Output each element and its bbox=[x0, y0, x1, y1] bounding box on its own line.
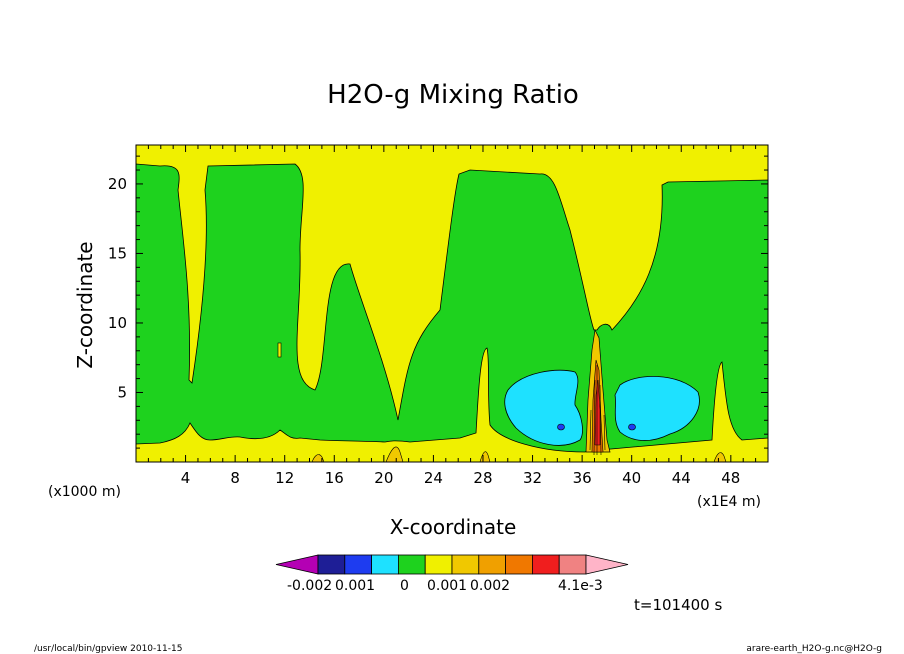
colorbar-box bbox=[558, 554, 587, 575]
colorbar-label-6: 4.1e-3 bbox=[558, 578, 603, 594]
contour-surface-bump-3 bbox=[713, 452, 727, 463]
colorbar-label-4: 0.001 bbox=[427, 578, 467, 594]
colorbar-box bbox=[532, 554, 560, 575]
x-tick-label: 8 bbox=[230, 469, 240, 487]
colorbar-box bbox=[344, 554, 372, 575]
colorbar-box bbox=[451, 554, 480, 575]
plot-frame bbox=[135, 144, 769, 463]
colorbar-box bbox=[317, 554, 346, 575]
contour-plume-lines bbox=[589, 365, 606, 456]
colorbar bbox=[275, 554, 629, 575]
y-tick-label: 20 bbox=[108, 175, 127, 193]
contour-surface-bump-4 bbox=[311, 454, 325, 463]
x-unit-left: (x1000 m) bbox=[48, 484, 121, 500]
x-tick-label: 44 bbox=[672, 469, 691, 487]
colorbar-box bbox=[371, 554, 399, 575]
x-axis-ticks: 4 8 12 16 20 24 28 32 36 40 44 48 bbox=[147, 145, 757, 487]
contour-surface-bump-1 bbox=[385, 446, 404, 463]
x-unit-right: (x1E4 m) bbox=[697, 494, 761, 510]
contour-plume-red bbox=[594, 379, 601, 446]
y-axis-ticks: 5 10 15 20 bbox=[108, 155, 768, 449]
x-tick-label: 40 bbox=[622, 469, 641, 487]
x-tick-label: 4 bbox=[181, 469, 191, 487]
colorbar-box bbox=[478, 554, 506, 575]
footer-left: /usr/local/bin/gpview 2010-11-15 bbox=[34, 644, 182, 654]
x-tick-label: 48 bbox=[721, 469, 740, 487]
colorbar-under-triangle bbox=[275, 554, 319, 575]
x-tick-label: 36 bbox=[573, 469, 592, 487]
x-tick-label: 12 bbox=[275, 469, 294, 487]
x-tick-label: 32 bbox=[523, 469, 542, 487]
x-tick-label: 16 bbox=[325, 469, 344, 487]
x-tick-label: 24 bbox=[424, 469, 443, 487]
colorbar-box bbox=[505, 554, 533, 575]
colorbar-label-2: 0.001 bbox=[335, 578, 375, 594]
y-axis-label: Z-coordinate bbox=[73, 241, 97, 368]
chart-title: H2O-g Mixing Ratio bbox=[327, 80, 579, 110]
colorbar-label-1: -0.002 bbox=[287, 578, 332, 594]
y-tick-label: 5 bbox=[117, 383, 127, 401]
contour-blue-dot-right bbox=[628, 423, 636, 431]
colorbar-labels: -0.002 0.001 0 0.001 0.002 4.1e-3 bbox=[287, 578, 603, 594]
x-axis-label: X-coordinate bbox=[390, 515, 517, 539]
time-label: t=101400 s bbox=[634, 596, 722, 614]
contour-green-main bbox=[135, 163, 769, 453]
y-tick-label: 10 bbox=[108, 314, 127, 332]
x-tick-label: 20 bbox=[374, 469, 393, 487]
contour-blue-dot-left bbox=[557, 423, 565, 431]
x-tick-label: 28 bbox=[473, 469, 492, 487]
plot-area bbox=[135, 144, 769, 463]
y-tick-label: 15 bbox=[108, 244, 127, 262]
footer-right: arare-earth_H2O-g.nc@H2O-g bbox=[746, 644, 882, 654]
contour-yellow-slit bbox=[277, 342, 282, 358]
colorbar-box bbox=[397, 554, 426, 575]
colorbar-over-triangle bbox=[585, 554, 629, 575]
colorbar-label-5: 0.002 bbox=[470, 578, 510, 594]
colorbar-box bbox=[424, 554, 453, 575]
contour-cyan-right bbox=[614, 376, 700, 441]
colorbar-label-3: 0 bbox=[400, 578, 409, 594]
